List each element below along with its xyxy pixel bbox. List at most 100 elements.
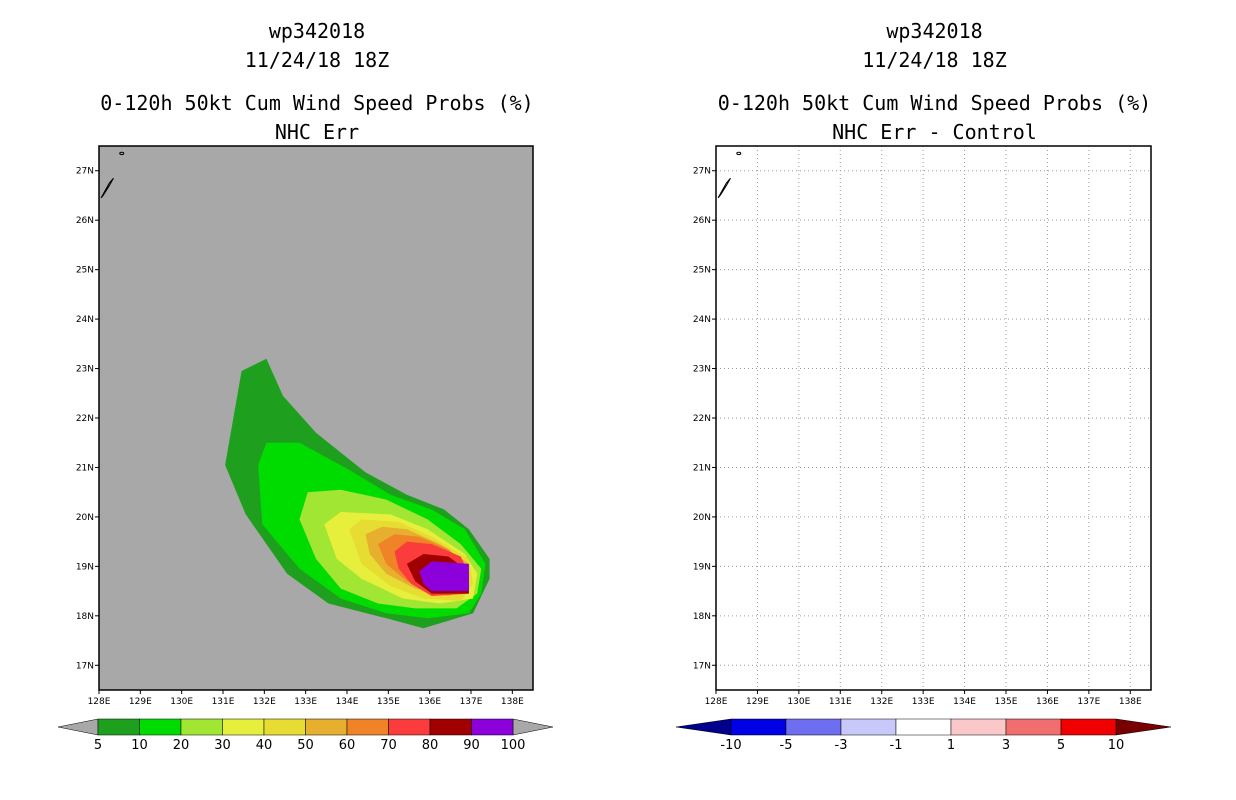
x-tick-label: 131E: [212, 697, 235, 707]
x-tick-label: 135E: [377, 697, 400, 707]
colorbar-swatch: [139, 718, 182, 736]
y-tick-label: 24N: [693, 315, 711, 325]
colorbar: -10 -5 -3 -1 1 3 5 10: [675, 718, 1172, 753]
colorbar-label: 10: [1108, 738, 1125, 753]
colorbar-swatch: [895, 718, 952, 736]
colorbar-swatch: [263, 718, 306, 736]
chart-subtitle-line-1: 0-120h 50kt Cum Wind Speed Probs (%): [100, 91, 533, 115]
y-tick-label: 23N: [693, 365, 711, 375]
x-tick-label: 137E: [460, 697, 483, 707]
x-tick-label: 130E: [170, 697, 193, 707]
colorbar-label: 3: [1002, 738, 1010, 753]
colorbar-swatch: [1005, 718, 1062, 736]
x-tick-label: 132E: [253, 697, 276, 707]
colorbar-swatch: [180, 718, 223, 736]
y-tick-label: 26N: [76, 216, 94, 226]
chart-title-line-2: 11/24/18 18Z: [862, 48, 1007, 72]
y-tick-label: 25N: [76, 266, 94, 276]
x-tick-label: 138E: [501, 697, 524, 707]
chart-panel-1: wp342018 11/24/18 18Z 0-120h 50kt Cum Wind…: [57, 19, 554, 753]
x-tick-label: 136E: [418, 697, 441, 707]
colorbar-label: -5: [780, 738, 793, 753]
y-tick-label: 17N: [76, 661, 94, 671]
y-tick-label: 22N: [76, 414, 94, 424]
colorbar-label: 5: [1057, 738, 1065, 753]
colorbar-label: 50: [297, 738, 314, 753]
colorbar-swatch: [388, 718, 431, 736]
y-tick-label: 23N: [76, 365, 94, 375]
colorbar-label: 80: [422, 738, 439, 753]
x-tick-label: 131E: [829, 697, 852, 707]
y-tick-label: 18N: [693, 612, 711, 622]
coastline-islet: [119, 151, 125, 156]
chart-subtitle-line-2: NHC Err - Control: [832, 120, 1037, 144]
colorbar-swatch: [305, 718, 348, 736]
colorbar-label: 10: [131, 738, 148, 753]
colorbar-swatch: [840, 718, 897, 736]
x-tick-label: 129E: [746, 697, 769, 707]
colorbar-label: 90: [463, 738, 480, 753]
colorbar-swatch: [429, 718, 472, 736]
x-tick-label: 129E: [129, 697, 152, 707]
colorbar-label: 5: [94, 738, 102, 753]
x-tick-label: 138E: [1119, 697, 1142, 707]
y-tick-label: 20N: [76, 513, 94, 523]
colorbar-below-arrow: [57, 718, 99, 736]
coastline-island: [717, 177, 731, 199]
x-tick-label: 128E: [88, 697, 111, 707]
x-tick-label: 130E: [787, 697, 810, 707]
x-tick-label: 132E: [870, 697, 893, 707]
y-tick-label: 21N: [76, 463, 94, 473]
contour-90-percent: [419, 561, 469, 592]
colorbar-label: -10: [720, 738, 741, 753]
colorbar-label: 40: [256, 738, 273, 753]
y-tick-label: 25N: [693, 266, 711, 276]
chart-subtitle-line-2: NHC Err: [275, 120, 359, 144]
y-tick-label: 21N: [693, 463, 711, 473]
colorbar-label: 30: [214, 738, 231, 753]
x-tick-label: 133E: [294, 697, 317, 707]
colorbar-label: 100: [501, 738, 526, 753]
colorbar-label: 20: [173, 738, 190, 753]
y-tick-label: 22N: [693, 414, 711, 424]
y-tick-label: 27N: [693, 167, 711, 177]
x-tick-label: 133E: [912, 697, 935, 707]
x-tick-label: 128E: [705, 697, 728, 707]
x-tick-label: 136E: [1036, 697, 1059, 707]
y-tick-label: 17N: [693, 661, 711, 671]
colorbar-label: 70: [380, 738, 397, 753]
colorbar-label: -3: [835, 738, 848, 753]
x-tick-label: 135E: [995, 697, 1018, 707]
y-tick-label: 19N: [693, 562, 711, 572]
plot-background: [716, 146, 1151, 690]
chart-title-line-1: wp342018: [886, 19, 982, 43]
colorbar-label: 1: [947, 738, 955, 753]
coastline-islet: [736, 151, 742, 156]
chart-title-line-2: 11/24/18 18Z: [245, 48, 390, 72]
colorbar-swatch: [471, 718, 514, 736]
coastline-island: [100, 177, 114, 199]
colorbar-label: 60: [339, 738, 356, 753]
colorbar-swatch: [222, 718, 265, 736]
colorbar-swatch: [785, 718, 842, 736]
colorbar-swatch: [730, 718, 787, 736]
y-tick-label: 24N: [76, 315, 94, 325]
chart-subtitle-line-1: 0-120h 50kt Cum Wind Speed Probs (%): [718, 91, 1151, 115]
chart-title-line-1: wp342018: [269, 19, 365, 43]
y-tick-label: 18N: [76, 612, 94, 622]
chart-panel-2: wp342018 11/24/18 18Z 0-120h 50kt Cum Wind…: [675, 19, 1172, 753]
colorbar-swatch: [346, 718, 389, 736]
x-tick-label: 137E: [1077, 697, 1100, 707]
colorbar-swatch: [950, 718, 1007, 736]
y-tick-label: 19N: [76, 562, 94, 572]
colorbar-below-arrow: [675, 718, 732, 736]
colorbar-swatch: [1060, 718, 1117, 736]
y-tick-label: 20N: [693, 513, 711, 523]
colorbar-above-arrow: [1115, 718, 1172, 736]
colorbar-above-arrow: [512, 718, 554, 736]
colorbar: 5 10 20 30 40 50 60 70 80 90 100: [57, 718, 554, 753]
x-tick-label: 134E: [953, 697, 976, 707]
y-tick-label: 26N: [693, 216, 711, 226]
colorbar-label: -1: [890, 738, 903, 753]
